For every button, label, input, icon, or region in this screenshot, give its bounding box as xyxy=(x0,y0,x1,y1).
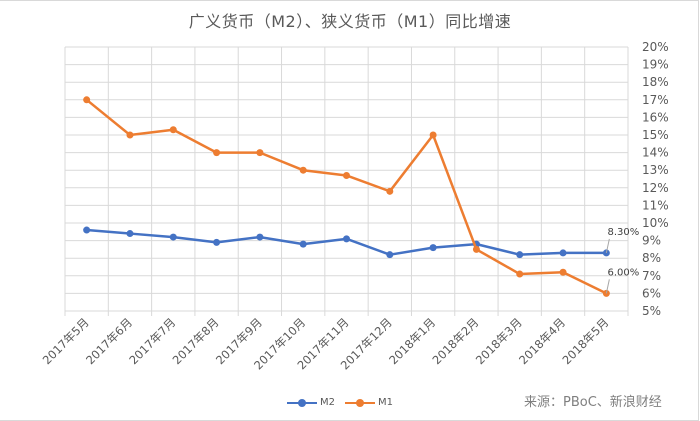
data-point[interactable] xyxy=(83,226,91,234)
data-label: 6.00% xyxy=(607,267,639,278)
data-point[interactable] xyxy=(429,244,437,252)
y-tick-label: 11% xyxy=(642,198,669,212)
y-tick-label: 18% xyxy=(642,75,669,89)
data-point[interactable] xyxy=(343,235,350,243)
legend-label-m1: M1 xyxy=(378,397,393,408)
y-tick-label: 17% xyxy=(642,93,669,107)
legend: M2 M1 xyxy=(287,397,403,408)
data-point[interactable] xyxy=(213,149,221,157)
series-m2: 8.30% xyxy=(83,226,639,259)
data-point[interactable] xyxy=(516,270,524,278)
data-point[interactable] xyxy=(83,96,91,104)
legend-item-m2[interactable]: M2 xyxy=(287,397,335,408)
data-point[interactable] xyxy=(386,187,394,195)
data-point[interactable] xyxy=(343,171,350,179)
legend-label-m2: M2 xyxy=(320,397,335,408)
y-tick-label: 7% xyxy=(642,269,661,283)
y-tick-label: 16% xyxy=(642,110,669,124)
y-tick-label: 20% xyxy=(642,40,669,54)
y-tick-label: 14% xyxy=(642,146,669,160)
legend-item-m1[interactable]: M1 xyxy=(345,397,393,408)
data-label: 8.30% xyxy=(607,227,639,238)
y-tick-label: 15% xyxy=(642,128,669,142)
y-tick-label: 5% xyxy=(642,304,661,318)
source-note: 来源：PBoC、新浪财经 xyxy=(524,395,662,410)
data-point[interactable] xyxy=(429,131,437,139)
gridlines xyxy=(64,46,629,316)
data-point[interactable] xyxy=(256,149,264,157)
x-axis-labels: 2017年5月2017年6月2017年7月2017年8月2017年9月2017年… xyxy=(40,315,612,372)
series-m1: 6.00% xyxy=(83,96,639,297)
data-point[interactable] xyxy=(126,131,134,139)
data-point[interactable] xyxy=(472,245,480,253)
y-tick-label: 10% xyxy=(642,216,669,230)
data-point[interactable] xyxy=(299,166,307,174)
chart-title: 广义货币（M2）、狭义货币（M1）同比增速 xyxy=(188,12,512,31)
data-point[interactable] xyxy=(213,238,221,246)
y-tick-label: 19% xyxy=(642,58,669,72)
data-point[interactable] xyxy=(256,233,264,241)
y-tick-label: 6% xyxy=(642,286,661,300)
x-tick-label: 2018年5月 xyxy=(559,315,611,367)
y-tick-label: 9% xyxy=(642,234,661,248)
y-tick-label: 12% xyxy=(642,181,669,195)
data-point[interactable] xyxy=(559,249,567,257)
legend-swatch-m2-icon xyxy=(287,398,317,407)
y-axis-labels: 20% 19% 18% 17% 16% 15% 14% 13% 12% 11% 10% 9% 8% 7% 6… xyxy=(642,40,669,318)
data-point[interactable] xyxy=(559,268,567,276)
data-point[interactable] xyxy=(299,240,307,248)
data-point[interactable] xyxy=(386,251,394,259)
y-tick-label: 13% xyxy=(642,163,669,177)
data-point[interactable] xyxy=(516,251,524,259)
data-point[interactable] xyxy=(126,230,134,238)
legend-swatch-m1-icon xyxy=(345,398,375,407)
y-tick-label: 8% xyxy=(642,251,661,265)
data-point[interactable] xyxy=(169,233,177,241)
data-point[interactable] xyxy=(169,126,177,134)
